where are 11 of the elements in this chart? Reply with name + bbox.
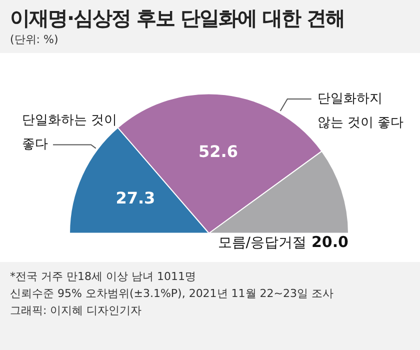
slice-label: 모름/응답거절 (218, 234, 306, 251)
chart-subtitle: (단위: %) (10, 32, 60, 47)
slice-label: 단일화하는 것이 좋다 (22, 113, 118, 152)
data-label: 52.6 (198, 142, 238, 162)
text: *전국 거주 만18세 이상 남녀 1011명 (10, 269, 197, 285)
slice-label: 단일화하지 않는 것이 좋다 (317, 91, 404, 130)
text: 그래픽: 이지혜 디자인기자 (10, 303, 143, 319)
data-label: 20.0 (311, 233, 348, 252)
chart-title: 이재명·심상정 후보 단일화에 대한 견해 (10, 6, 346, 30)
text: 신뢰수준 95% 오차범위(±3.1%P), 2021년 11월 22~23일 조사 (10, 286, 335, 302)
data-label: 27.3 (116, 188, 156, 208)
